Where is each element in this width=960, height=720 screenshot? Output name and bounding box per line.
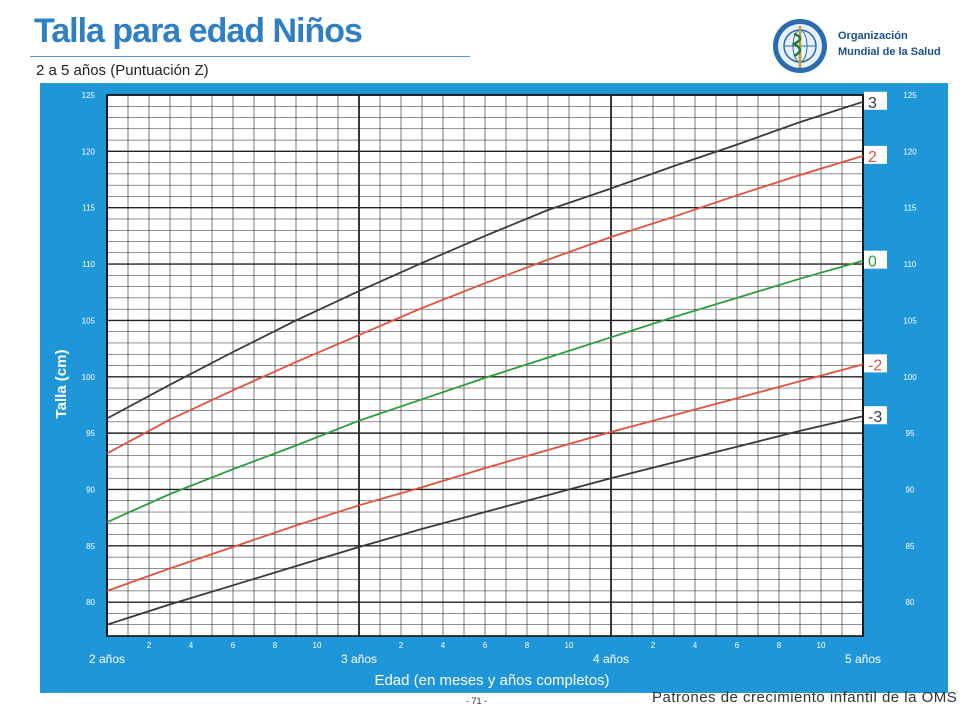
y-tick-label-left: 80 [86,598,95,607]
y-tick-label-right: 110 [904,260,917,269]
page-number: - 71 - [466,696,488,706]
chart-panel: 80 80 85 85 90 90 95 95 100 100 105 105 110 110 115 115… [40,83,948,693]
series-label-z-3: 3 [868,95,877,112]
publication-credit: Patrones de crecimiento infantil de la O… [652,689,958,706]
y-tick-label-right: 85 [906,542,915,551]
y-tick-label-right: 120 [903,147,917,156]
y-tick-label-left: 120 [82,147,96,156]
series-label-z-2: 2 [868,149,877,166]
series-line-z--2 [106,363,864,592]
y-axis-label: Talla (cm) [53,350,70,419]
y-tick-label-left: 125 [82,91,96,100]
x-tick-minor-label: 6 [231,641,236,650]
y-tick-label-right: 80 [906,598,915,607]
x-tick-minor-label: 6 [483,641,488,650]
who-emblem-icon [773,19,827,73]
series-label-bg [864,91,887,110]
organization-name-line2: Mundial de la Salud [838,46,941,58]
x-tick-major-label: 4 años [593,652,629,666]
plot-border [106,94,864,637]
x-tick-minor-label: 2 [651,641,656,650]
y-tick-label-right: 90 [906,485,915,494]
series-label-z-0: 0 [868,254,877,271]
x-tick-minor-label: 10 [817,641,826,650]
y-tick-label-left: 85 [86,542,95,551]
y-tick-label-right: 100 [903,373,917,382]
series-label-bg [864,406,887,425]
series-line-z--3 [106,415,864,626]
x-axis-label: Edad (en meses y años completos) [374,672,609,689]
y-tick-label-left: 105 [82,316,96,325]
x-tick-minor-label: 4 [693,641,698,650]
x-tick-minor-label: 8 [777,641,782,650]
series-label-z--3: -3 [868,409,882,426]
series-label-bg [864,250,887,269]
organization-name: Organización Mundial de la Salud [838,28,941,60]
series-labels: 3 2 0 -2 -3 [864,91,887,426]
x-tick-minor-label: 4 [441,641,446,650]
x-tick-major-label: 3 años [341,652,377,666]
series-line-z-3 [106,100,864,420]
x-tick-minor-label: 6 [735,641,740,650]
y-tick-label-right: 115 [904,204,917,213]
y-tick-label-left: 90 [86,485,95,494]
grid [106,94,864,637]
x-tick-minor-label: 2 [147,641,152,650]
series-line-z-0 [106,259,864,524]
x-tick-minor-label: 8 [525,641,530,650]
x-tick-minor-label: 8 [273,641,278,650]
series-line-z-2 [106,155,864,455]
chart-title: Talla para edad Niños [34,12,363,50]
y-tick-label-right: 125 [903,91,917,100]
organization-name-line1: Organización [838,30,908,42]
series-lines [106,100,864,626]
x-tick-minor-label: 2 [399,641,404,650]
series-label-z--2: -2 [868,357,882,374]
x-tick-major-label: 2 años [89,652,125,666]
y-tick-label-right: 95 [906,429,915,438]
series-label-bg [864,145,887,164]
x-tick-minor-label: 4 [189,641,194,650]
chart-subtitle: 2 a 5 años (Puntuación Z) [36,62,209,79]
series-label-bg [864,354,887,373]
y-tick-label-left: 100 [82,373,96,382]
x-tick-minor-label: 10 [565,641,574,650]
y-tick-label-left: 115 [82,204,95,213]
y-tick-label-right: 105 [903,316,917,325]
x-tick-major-label: 5 años [845,652,881,666]
x-tick-minor-label: 10 [313,641,322,650]
title-divider [30,56,470,57]
y-tick-label-left: 95 [86,429,95,438]
y-tick-label-left: 110 [82,260,95,269]
